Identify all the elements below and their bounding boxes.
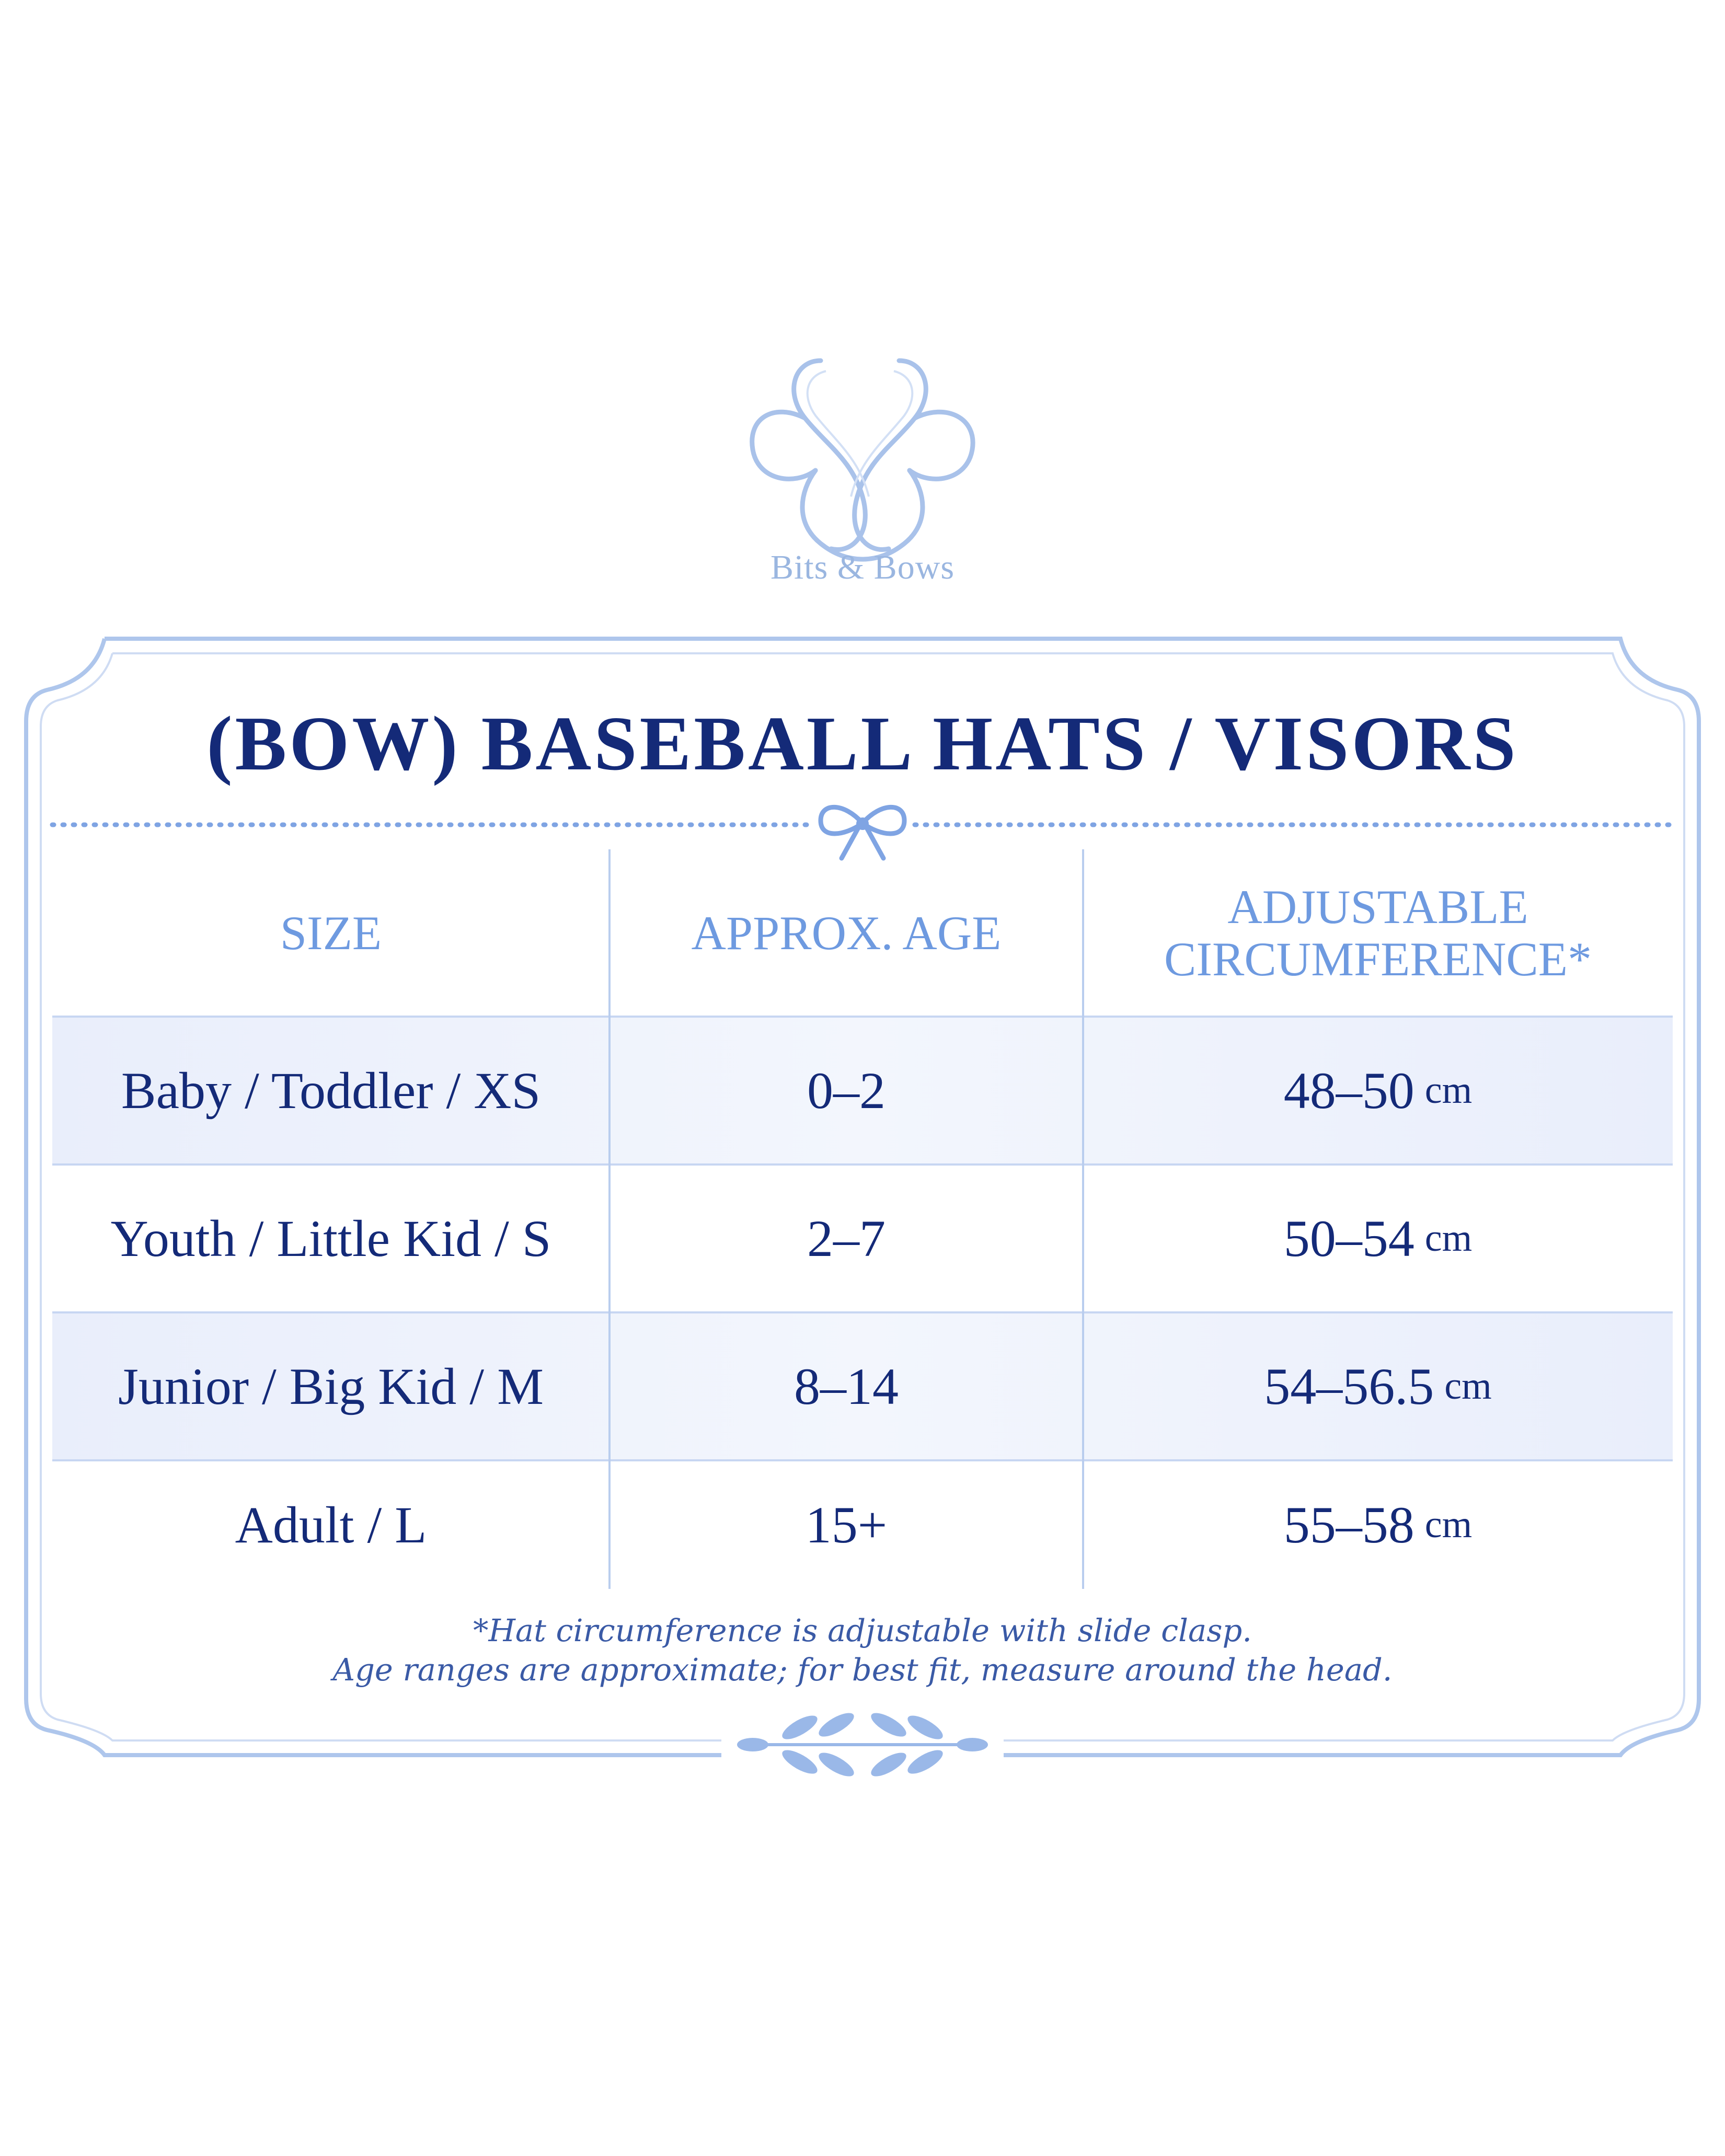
age-cell: 0–2 xyxy=(807,1062,886,1120)
page-title: (BOW) BASEBALL HATS / VISORS xyxy=(0,699,1725,788)
circumference-cell: 48–50 cm xyxy=(1083,1017,1673,1165)
header-age: APPROX. AGE xyxy=(691,906,1002,960)
header-circumference: ADJUSTABLE CIRCUMFERENCE* xyxy=(1083,849,1673,1017)
column-divider xyxy=(1082,849,1084,1589)
title-prefix: (BOW) xyxy=(206,701,461,787)
unit-label: cm xyxy=(1424,1503,1473,1546)
table-row: Youth / Little Kid / S 2–7 50–54 cm xyxy=(52,1165,1673,1312)
table-row: Baby / Toddler / XS 0–2 48–50 cm xyxy=(52,1017,1673,1165)
age-cell: 15+ xyxy=(805,1495,888,1554)
circumference-value: 55–58 xyxy=(1283,1495,1414,1554)
laurel-sprig-icon xyxy=(737,1713,988,1777)
brand-name: Bits & Bows xyxy=(770,548,955,586)
circumference-cell: 50–54 cm xyxy=(1083,1165,1673,1312)
age-cell: 2–7 xyxy=(807,1209,886,1267)
row-divider xyxy=(52,1163,1673,1166)
row-divider xyxy=(52,1459,1673,1461)
size-cell: Youth / Little Kid / S xyxy=(110,1209,551,1267)
size-cell: Junior / Big Kid / M xyxy=(118,1357,544,1415)
table-row: Junior / Big Kid / M 8–14 54–56.5 cm xyxy=(52,1312,1673,1460)
circumference-cell: 54–56.5 cm xyxy=(1083,1312,1673,1460)
unit-label: cm xyxy=(1424,1217,1473,1260)
size-cell: Adult / L xyxy=(235,1495,427,1554)
bb-monogram-icon xyxy=(750,358,975,562)
table-header-row: SIZE APPROX. AGE ADJUSTABLE CIRCUMFERENC… xyxy=(52,849,1673,1017)
circumference-cell: 55–58 cm xyxy=(1083,1460,1673,1589)
circumference-value: 48–50 xyxy=(1283,1062,1414,1120)
age-cell: 8–14 xyxy=(794,1357,899,1415)
unit-label: cm xyxy=(1424,1069,1473,1112)
size-cell: Baby / Toddler / XS xyxy=(121,1062,541,1120)
column-divider xyxy=(608,849,611,1589)
unit-label: cm xyxy=(1444,1365,1492,1408)
footnote-line-1: *Hat circumference is adjustable with sl… xyxy=(473,1612,1252,1648)
row-divider xyxy=(52,1311,1673,1313)
header-circumference-line2: CIRCUMFERENCE* xyxy=(1164,932,1592,986)
footnote-line-2: Age ranges are approximate; for best fit… xyxy=(332,1652,1393,1688)
circumference-value: 54–56.5 xyxy=(1264,1357,1434,1415)
header-circumference-line1: ADJUSTABLE xyxy=(1227,880,1528,933)
circumference-value: 50–54 xyxy=(1283,1209,1414,1267)
header-size: SIZE xyxy=(280,906,382,960)
bow-icon xyxy=(818,804,907,861)
row-divider xyxy=(52,1016,1673,1018)
table-row: Adult / L 15+ 55–58 cm xyxy=(52,1460,1673,1589)
title-main: BASEBALL HATS / VISORS xyxy=(481,701,1519,787)
